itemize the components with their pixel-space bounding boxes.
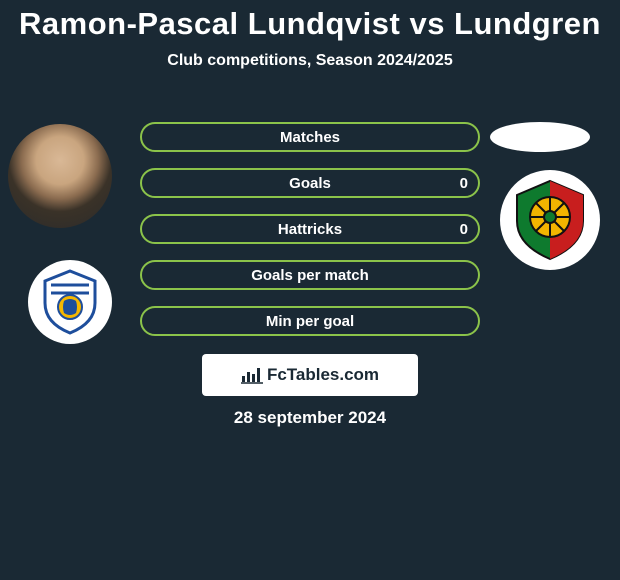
stat-label: Hattricks: [278, 221, 342, 238]
stat-right-value: 0: [460, 175, 468, 192]
ifk-crest-icon: [35, 267, 105, 337]
bar-chart-icon: [241, 366, 263, 384]
stat-row-min-per-goal: Min per goal: [140, 306, 480, 336]
player-right-avatar: [490, 122, 590, 152]
brand-badge[interactable]: FcTables.com: [202, 354, 418, 396]
stat-label: Goals per match: [251, 267, 369, 284]
date-label: 28 september 2024: [0, 408, 620, 428]
player-left-avatar: [8, 124, 112, 228]
stat-row-goals-per-match: Goals per match: [140, 260, 480, 290]
player-right-club-logo: [500, 170, 600, 270]
player-left-club-logo: [28, 260, 112, 344]
stat-row-hattricks: Hattricks 0: [140, 214, 480, 244]
stat-right-value: 0: [460, 221, 468, 238]
gais-crest-icon: [505, 175, 595, 265]
page-title: Ramon-Pascal Lundqvist vs Lundgren: [0, 0, 620, 42]
brand-label: FcTables.com: [241, 365, 379, 385]
subtitle: Club competitions, Season 2024/2025: [0, 52, 620, 70]
brand-text: FcTables.com: [267, 365, 379, 385]
stat-row-matches: Matches: [140, 122, 480, 152]
stat-label: Min per goal: [266, 313, 354, 330]
stats-table: Matches Goals 0 Hattricks 0 Goals per ma…: [140, 122, 480, 352]
stat-row-goals: Goals 0: [140, 168, 480, 198]
stat-label: Matches: [280, 129, 340, 146]
stat-label: Goals: [289, 175, 331, 192]
